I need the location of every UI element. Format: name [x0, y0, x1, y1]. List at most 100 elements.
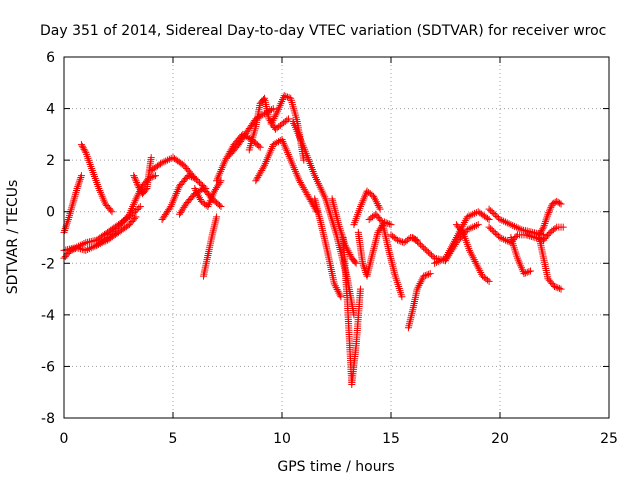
data-point [544, 210, 552, 218]
data-point [130, 173, 138, 181]
x-tick-label: 15 [382, 431, 400, 447]
data-point [423, 247, 431, 255]
data-point [387, 221, 395, 229]
series-arc28 [452, 221, 493, 285]
data-point [195, 179, 203, 187]
data-point [423, 271, 431, 279]
data-point [527, 232, 535, 240]
data-point [485, 223, 493, 231]
data-point [131, 175, 139, 183]
data-point [467, 211, 475, 219]
data-point [465, 225, 473, 233]
data-point [496, 234, 504, 241]
data-point [186, 172, 194, 180]
y-tick-label: 6 [46, 50, 55, 66]
data-point [501, 236, 509, 244]
data-point [409, 234, 417, 241]
data-point [136, 185, 144, 193]
data-point [534, 235, 542, 243]
data-point [194, 177, 202, 185]
data-point [394, 236, 402, 244]
y-tick-label: -8 [41, 411, 55, 427]
x-tick-label: 25 [600, 431, 618, 447]
data-point [133, 206, 141, 214]
data-point [434, 258, 442, 266]
series-arc18 [311, 195, 345, 301]
data-point [256, 143, 264, 151]
data-point [516, 225, 524, 233]
data-point [217, 203, 225, 211]
data-point [356, 285, 364, 293]
data-point [418, 242, 426, 250]
data-point [487, 207, 495, 215]
data-point [547, 203, 555, 211]
data-point [134, 182, 142, 190]
data-point [485, 215, 493, 223]
data-point [377, 216, 385, 224]
data-point [469, 223, 477, 231]
data-point [80, 240, 88, 248]
data-point [526, 232, 534, 240]
data-point [458, 227, 466, 235]
data-point [552, 283, 560, 291]
data-point [536, 229, 544, 237]
series-arc32 [535, 234, 565, 293]
data-point [105, 232, 113, 240]
data-point [191, 174, 199, 182]
plot-frame [63, 56, 610, 419]
data-point [472, 221, 480, 229]
data-point [260, 163, 268, 171]
series-arc3 [77, 141, 116, 216]
axis-ticks: 0 5 10 15 20 25 -8 -6 -4 -2 0 2 4 6 [41, 50, 618, 447]
data-point [498, 216, 506, 224]
data-point [280, 92, 288, 100]
data-point [135, 204, 143, 212]
y-tick-label: -4 [41, 308, 55, 324]
series-arc22 [354, 218, 395, 280]
data-point [87, 244, 95, 252]
data-point [491, 229, 499, 237]
data-point [132, 213, 140, 221]
data-point [465, 212, 473, 220]
data-point [500, 235, 508, 243]
data-point [199, 182, 207, 190]
series-arc20 [339, 234, 364, 388]
data-point [507, 221, 515, 229]
data-point [76, 241, 84, 249]
data-point [84, 246, 92, 254]
data-point [164, 156, 172, 164]
data-point [431, 259, 439, 267]
data-point [152, 172, 160, 180]
data-point [162, 157, 170, 165]
data-point [189, 174, 197, 182]
data-point [108, 208, 116, 216]
data-point [376, 205, 384, 213]
data-point [80, 145, 88, 153]
data-point [132, 177, 140, 185]
series-arc13 [226, 105, 277, 159]
y-tick-label: 2 [46, 153, 55, 169]
series-arc16 [252, 136, 321, 216]
data-point [410, 235, 418, 243]
data-point [255, 142, 263, 150]
data-point [535, 231, 543, 239]
data-point [490, 228, 498, 236]
data-point [537, 228, 545, 236]
data-point [545, 209, 553, 217]
y-tick-label: 0 [46, 205, 55, 221]
data-point [184, 172, 192, 180]
data-point [483, 276, 491, 284]
data-point [555, 284, 563, 292]
data-point [165, 155, 173, 163]
data-point [197, 180, 205, 188]
data-point [545, 207, 553, 215]
data-point [498, 234, 506, 242]
data-point [493, 231, 501, 239]
data-point [417, 241, 425, 249]
series-arc8 [158, 172, 199, 223]
data-point [148, 173, 156, 181]
data-point [147, 154, 155, 162]
data-point [82, 246, 90, 254]
data-point [522, 269, 530, 277]
data-point [352, 259, 360, 267]
